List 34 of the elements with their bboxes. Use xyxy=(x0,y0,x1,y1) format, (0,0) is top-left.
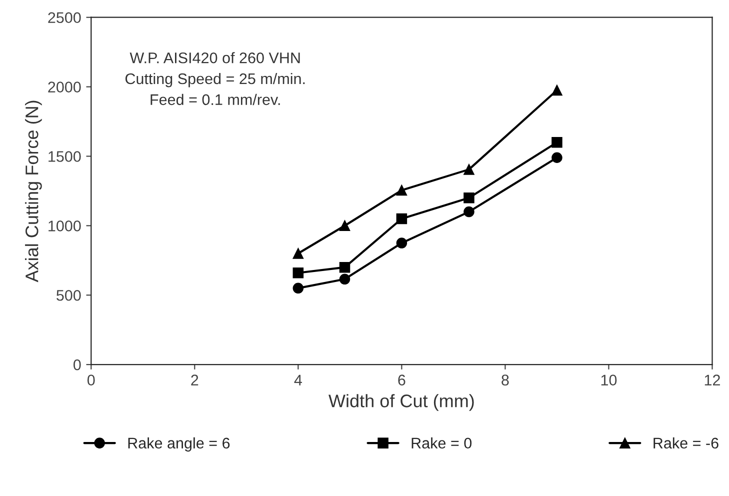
point xyxy=(396,213,408,224)
x-tick-label: 2 xyxy=(191,374,198,386)
point xyxy=(292,282,304,294)
point xyxy=(339,262,350,273)
point xyxy=(464,192,474,204)
point xyxy=(339,220,350,232)
legend-label: Rake = -6 xyxy=(654,437,718,449)
x-tick-label: 10 xyxy=(601,374,617,386)
point xyxy=(339,274,350,285)
x-tick-label: 12 xyxy=(704,374,720,386)
x-axis-title: Width of Cut (mm) xyxy=(328,394,474,411)
legend-label: Rake = 0 xyxy=(412,437,472,449)
point xyxy=(292,268,304,278)
point xyxy=(396,184,408,196)
y-tick-label: 500 xyxy=(56,290,81,301)
point xyxy=(396,238,408,248)
point xyxy=(464,206,474,218)
legend-label: Rake angle = 6 xyxy=(128,437,230,452)
y-axis-title: Axial Cutting Force (N) xyxy=(25,100,42,282)
point xyxy=(292,248,304,259)
point xyxy=(552,152,562,164)
y-tick-label: 1000 xyxy=(48,220,81,232)
point xyxy=(552,84,562,96)
y-tick-label: 2500 xyxy=(48,12,81,24)
point xyxy=(464,164,474,175)
x-tick-label: 4 xyxy=(294,374,302,386)
x-tick-label: 8 xyxy=(502,374,509,386)
annotation: W.P. AISI420 of 260 VHN Cutting Speed = 25 m/min. Feed = 0.1 mm/rev. xyxy=(125,52,305,106)
y-tick-label: 0 xyxy=(74,359,81,370)
point xyxy=(552,136,562,148)
y-tick-label: 2000 xyxy=(48,82,81,92)
x-tick-label: 0 xyxy=(87,374,95,386)
x-tick-label: 6 xyxy=(398,374,406,386)
y-tick-label: 1500 xyxy=(48,151,81,162)
